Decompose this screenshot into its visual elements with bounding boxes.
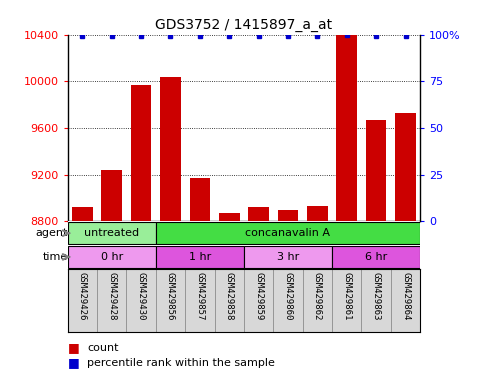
Bar (332, 246, 420, 268)
Title: GDS3752 / 1415897_a_at: GDS3752 / 1415897_a_at (156, 18, 332, 32)
Text: GSM429864: GSM429864 (401, 272, 410, 320)
Bar (395, 113, 416, 221)
Bar (156, 246, 244, 268)
Text: agent: agent (35, 228, 68, 238)
Bar (131, 85, 151, 221)
Text: GSM429862: GSM429862 (313, 272, 322, 320)
Bar (273, 269, 303, 332)
Text: time: time (43, 252, 68, 262)
Bar (214, 269, 244, 332)
Bar (189, 177, 210, 221)
Bar (97, 269, 127, 332)
Bar (101, 170, 122, 221)
Bar (391, 269, 420, 332)
Text: GSM429857: GSM429857 (195, 272, 204, 320)
Bar (219, 213, 240, 221)
Bar (156, 269, 185, 332)
Bar (307, 206, 327, 221)
Text: 1 hr: 1 hr (189, 252, 211, 262)
Bar (303, 269, 332, 332)
Bar (68, 269, 97, 332)
Text: GSM429860: GSM429860 (284, 272, 293, 320)
Bar (72, 207, 93, 221)
Bar (156, 222, 420, 244)
Bar (244, 269, 273, 332)
Text: 6 hr: 6 hr (365, 252, 387, 262)
Text: GSM429863: GSM429863 (371, 272, 381, 320)
Bar (68, 246, 156, 268)
Text: 0 hr: 0 hr (100, 252, 123, 262)
Bar (185, 269, 214, 332)
Text: GSM429861: GSM429861 (342, 272, 351, 320)
Text: ■: ■ (68, 341, 79, 354)
Text: 3 hr: 3 hr (277, 252, 299, 262)
Text: ■: ■ (68, 356, 79, 369)
Text: GSM429430: GSM429430 (137, 272, 145, 320)
Bar (337, 35, 357, 221)
Text: GSM429426: GSM429426 (78, 272, 87, 320)
Bar (332, 269, 361, 332)
Bar (127, 269, 156, 332)
Text: GSM429856: GSM429856 (166, 272, 175, 320)
Bar (278, 210, 298, 221)
Text: GSM429428: GSM429428 (107, 272, 116, 320)
Bar (160, 76, 181, 221)
Text: untreated: untreated (84, 228, 139, 238)
Text: count: count (87, 343, 118, 353)
Bar (361, 269, 391, 332)
Text: percentile rank within the sample: percentile rank within the sample (87, 358, 275, 368)
Text: GSM429859: GSM429859 (254, 272, 263, 320)
Bar (244, 246, 332, 268)
Bar (248, 207, 269, 221)
Text: concanavalin A: concanavalin A (245, 228, 330, 238)
Bar (68, 222, 156, 244)
Bar (366, 120, 386, 221)
Text: GSM429858: GSM429858 (225, 272, 234, 320)
